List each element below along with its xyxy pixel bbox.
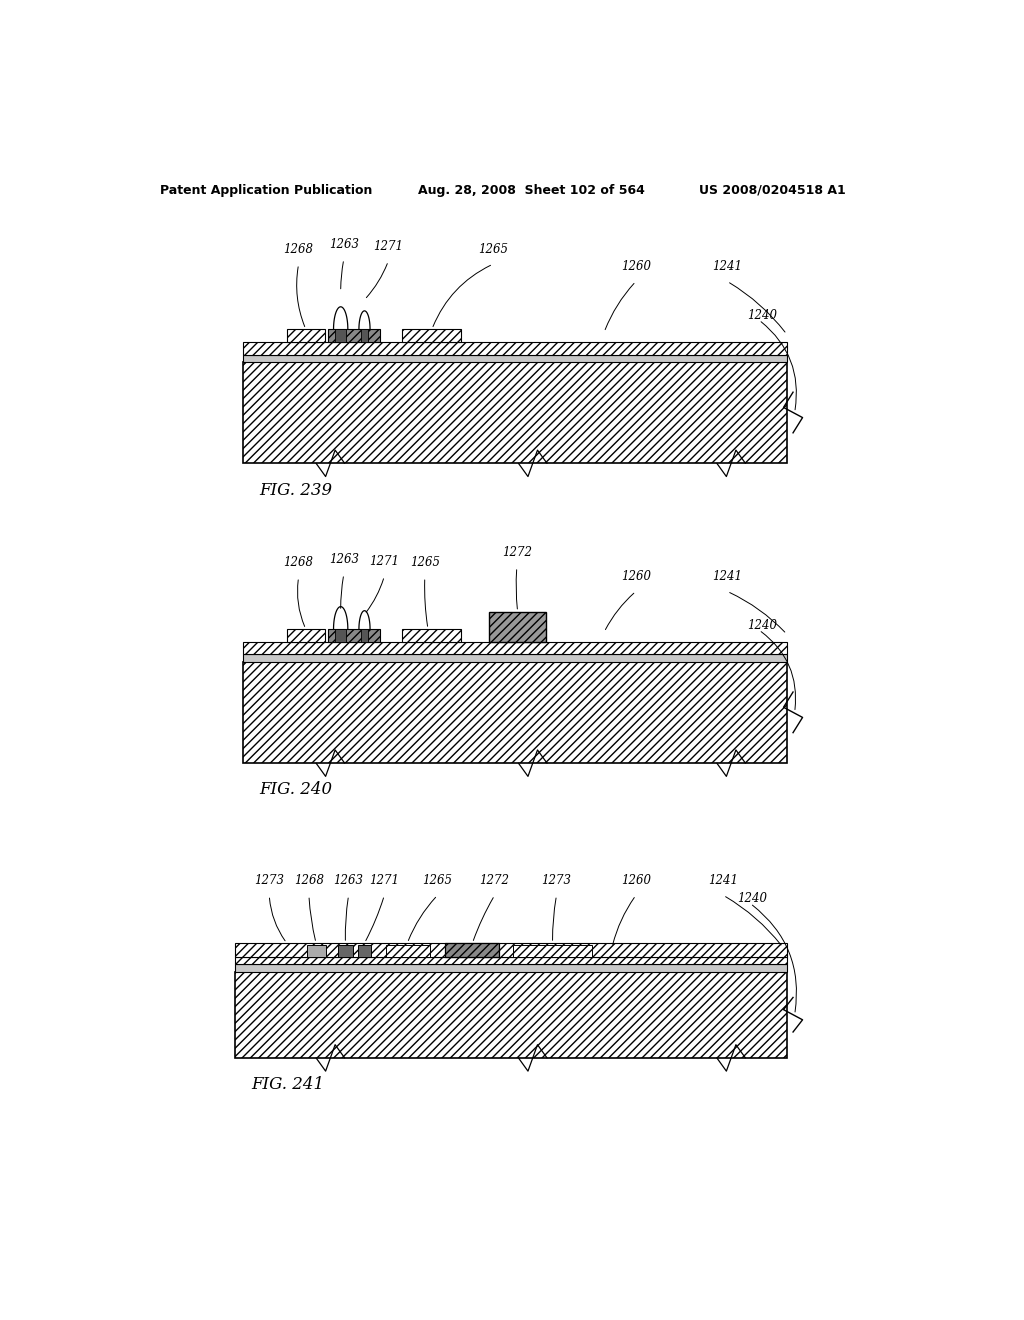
Bar — [306, 945, 327, 957]
Text: 1240: 1240 — [737, 892, 767, 906]
Text: 1260: 1260 — [621, 570, 651, 583]
Bar — [360, 630, 369, 643]
Bar — [358, 945, 371, 957]
Bar — [236, 972, 786, 1057]
Bar — [513, 945, 592, 957]
Text: 1271: 1271 — [370, 554, 399, 568]
Text: US 2008/0204518 A1: US 2008/0204518 A1 — [699, 183, 846, 197]
Text: 1268: 1268 — [284, 243, 313, 256]
Bar — [401, 329, 461, 342]
Text: 1241: 1241 — [709, 874, 738, 887]
Bar — [243, 362, 786, 463]
Text: 1241: 1241 — [712, 570, 742, 583]
Text: 1265: 1265 — [478, 243, 508, 256]
Bar — [328, 630, 380, 643]
Bar — [335, 329, 346, 342]
Bar — [243, 355, 786, 362]
Bar — [236, 965, 786, 972]
Bar — [386, 945, 430, 957]
Text: FIG. 239: FIG. 239 — [259, 482, 332, 499]
Bar — [401, 630, 461, 643]
Text: 1268: 1268 — [294, 874, 324, 887]
Bar — [236, 957, 786, 965]
Text: 1241: 1241 — [712, 260, 742, 273]
Text: 1263: 1263 — [329, 238, 358, 251]
Text: 1271: 1271 — [374, 240, 403, 253]
Text: 1273: 1273 — [542, 874, 571, 887]
Bar — [489, 611, 546, 643]
Text: FIG. 240: FIG. 240 — [259, 781, 332, 799]
Text: 1272: 1272 — [479, 874, 510, 887]
Bar — [360, 329, 369, 342]
Bar — [236, 942, 786, 957]
Bar — [338, 945, 352, 957]
Bar — [243, 342, 786, 355]
Bar — [243, 661, 786, 763]
Bar — [287, 329, 325, 342]
Text: Aug. 28, 2008  Sheet 102 of 564: Aug. 28, 2008 Sheet 102 of 564 — [418, 183, 644, 197]
Text: 1272: 1272 — [502, 546, 531, 558]
Bar — [243, 643, 786, 655]
Text: 1260: 1260 — [621, 260, 651, 273]
Text: 1240: 1240 — [748, 619, 777, 632]
Text: 1273: 1273 — [254, 874, 285, 887]
Text: 1260: 1260 — [621, 874, 651, 887]
Text: 1263: 1263 — [334, 874, 364, 887]
Bar — [287, 630, 325, 643]
Text: 1265: 1265 — [410, 556, 439, 569]
Bar — [243, 655, 786, 661]
Bar — [328, 329, 380, 342]
Text: 1263: 1263 — [329, 553, 358, 566]
Bar — [335, 630, 346, 643]
Bar — [445, 942, 500, 957]
Text: FIG. 241: FIG. 241 — [251, 1076, 325, 1093]
Text: Patent Application Publication: Patent Application Publication — [160, 183, 372, 197]
Text: 1271: 1271 — [370, 874, 399, 887]
Text: 1240: 1240 — [748, 309, 777, 322]
Text: 1265: 1265 — [423, 874, 453, 887]
Text: 1268: 1268 — [284, 556, 313, 569]
